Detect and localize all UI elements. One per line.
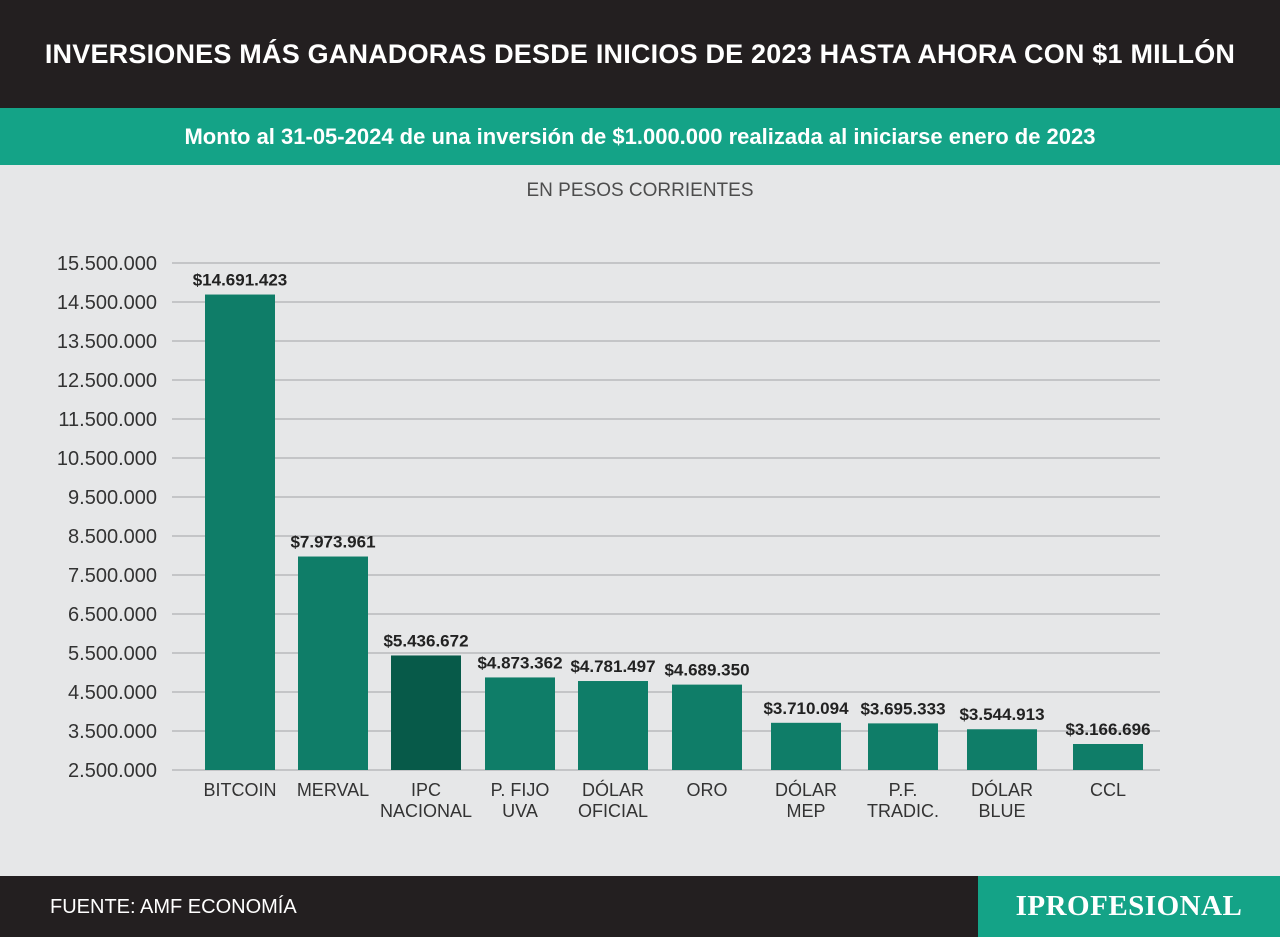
x-tick-label: MEP (786, 801, 825, 821)
data-label: $4.689.350 (664, 661, 749, 680)
bar-chart: 2.500.000 3.500.000 4.500.000 5.500.000 6.50… (57, 253, 1160, 821)
bar (672, 684, 742, 770)
x-tick-label: UVA (502, 801, 538, 821)
bar (868, 723, 938, 770)
y-tick-label: 12.500.000 (57, 370, 157, 392)
x-tick-label: BITCOIN (203, 780, 276, 800)
y-tick-label: 5.500.000 (68, 643, 157, 665)
y-tick-label: 2.500.000 (68, 760, 157, 782)
y-tick-label: 14.500.000 (57, 292, 157, 314)
bar (1073, 743, 1143, 770)
x-tick-label: DÓLAR (582, 779, 644, 800)
bar (578, 681, 648, 770)
bar (391, 655, 461, 770)
data-label: $5.436.672 (383, 631, 468, 650)
bar (771, 722, 841, 770)
x-tick-label: DÓLAR (971, 779, 1033, 800)
y-tick-label: 15.500.000 (57, 253, 157, 275)
data-label: $3.166.696 (1065, 720, 1150, 739)
unit-label: EN PESOS CORRIENTES (526, 180, 754, 201)
y-tick-label: 8.500.000 (68, 526, 157, 548)
data-label: $3.695.333 (860, 699, 945, 718)
bar (967, 729, 1037, 770)
x-tick-label: OFICIAL (578, 801, 648, 821)
x-tick-label: DÓLAR (775, 779, 837, 800)
data-label: $14.691.423 (193, 271, 288, 290)
y-tick-label: 6.500.000 (68, 604, 157, 626)
data-label: $4.873.362 (477, 653, 562, 672)
y-tick-label: 7.500.000 (68, 565, 157, 587)
data-label: $3.544.913 (959, 705, 1044, 724)
x-tick-label: CCL (1090, 780, 1126, 800)
chart-title: INVERSIONES MÁS GANADORAS DESDE INICIOS … (0, 0, 1280, 108)
y-tick-label: 9.500.000 (68, 487, 157, 509)
x-tick-label: NACIONAL (380, 801, 472, 821)
brand-logo: IPROFESIONAL (978, 876, 1280, 937)
bar (298, 556, 368, 770)
x-tick-label: TRADIC. (867, 801, 939, 821)
y-tick-label: 4.500.000 (68, 682, 157, 704)
bar (485, 677, 555, 770)
chart-subtitle: Monto al 31-05-2024 de una inversión de … (0, 108, 1280, 165)
data-label: $4.781.497 (570, 657, 655, 676)
x-tick-label: IPC (411, 780, 441, 800)
y-tick-label: 13.500.000 (57, 331, 157, 353)
data-label: $7.973.961 (290, 533, 375, 552)
y-tick-label: 10.500.000 (57, 448, 157, 470)
x-tick-label: P.F. (889, 780, 918, 800)
x-tick-label: P. FIJO (491, 780, 550, 800)
data-label: $3.710.094 (763, 699, 849, 718)
x-tick-label: ORO (686, 780, 727, 800)
source-label: FUENTE: AMF ECONOMÍA (50, 896, 297, 918)
x-tick-label: MERVAL (297, 780, 369, 800)
x-tick-label: BLUE (978, 801, 1025, 821)
bar (205, 294, 275, 770)
y-tick-label: 3.500.000 (68, 721, 157, 743)
footer: FUENTE: AMF ECONOMÍA IPROFESIONAL (0, 876, 1280, 937)
y-tick-label: 11.500.000 (58, 409, 157, 431)
